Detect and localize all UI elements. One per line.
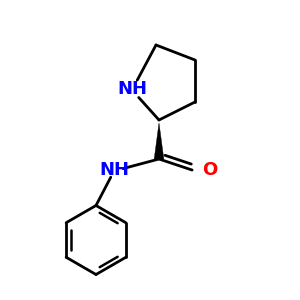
Text: NH: NH (99, 161, 129, 179)
Text: O: O (202, 161, 218, 179)
Polygon shape (154, 123, 164, 159)
Text: NH: NH (117, 80, 147, 98)
